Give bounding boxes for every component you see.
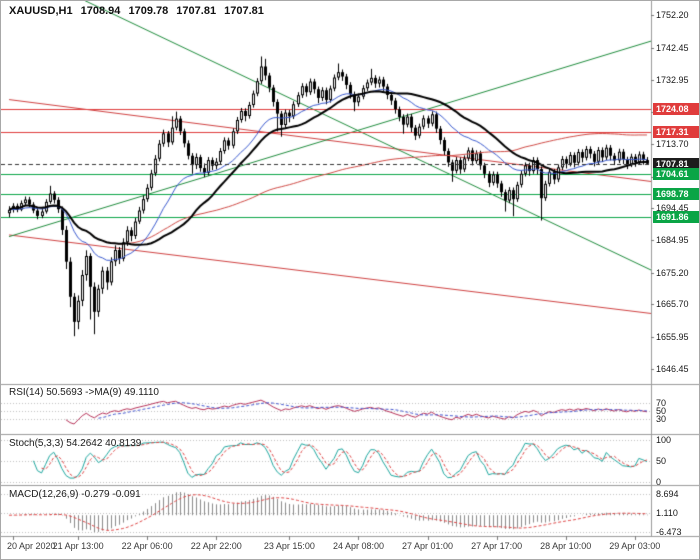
price-axis-label: 1655.95 bbox=[656, 332, 689, 343]
rsi-scale-label: 30 bbox=[656, 414, 667, 425]
time-axis-label: 23 Apr 15:00 bbox=[263, 541, 315, 551]
time-axis-label: 24 Apr 08:00 bbox=[332, 541, 384, 551]
price-axis-label: 1684.95 bbox=[656, 235, 689, 246]
time-axis-label: 28 Apr 10:00 bbox=[540, 541, 592, 551]
macd-scale-label: -6.473 bbox=[656, 527, 682, 537]
price-level-badge: 1704.61 bbox=[653, 168, 699, 181]
price-level-badge: 1717.31 bbox=[653, 125, 699, 138]
macd-scale-label: 8.694 bbox=[656, 489, 679, 499]
price-level-badge: 1698.78 bbox=[653, 187, 699, 200]
stoch-scale-label: 100 bbox=[656, 435, 672, 445]
price-axis-label: 1732.95 bbox=[656, 74, 689, 85]
time-axis-label: 22 Apr 06:00 bbox=[121, 541, 173, 551]
time-axis-label: 27 Apr 17:00 bbox=[471, 541, 523, 551]
macd-scale-label: 1.110 bbox=[656, 508, 678, 518]
rsi-scale-label: 70 bbox=[656, 397, 667, 408]
time-axis-label: 27 Apr 01:00 bbox=[402, 541, 454, 551]
open-value: 1708.94 bbox=[80, 5, 121, 17]
time-axis-label: 20 Apr 2020 bbox=[7, 541, 56, 551]
low-value: 1707.81 bbox=[176, 5, 217, 17]
price-level-badge: 1724.08 bbox=[653, 103, 699, 116]
price-axis-label: 1675.20 bbox=[656, 267, 689, 278]
stoch-scale-label: 0 bbox=[656, 477, 662, 487]
rsi-indicator-header: RSI(14) 50.5693 ->MA(9) 49.1110 bbox=[9, 387, 159, 398]
price-axis-label: 1752.20 bbox=[656, 10, 689, 21]
time-axis-label: 29 Apr 03:00 bbox=[609, 541, 661, 551]
price-axis-label: 1646.45 bbox=[656, 363, 689, 374]
high-value: 1709.78 bbox=[128, 5, 169, 17]
ohlc-header: XAUUSD,H1 1708.94 1709.78 1707.81 1707.8… bbox=[9, 5, 269, 17]
price-level-badge: 1707.81 bbox=[653, 157, 699, 170]
price-level-badge: 1691.86 bbox=[653, 211, 699, 224]
rsi-scale-label: 50 bbox=[656, 406, 667, 416]
time-axis-label: 22 Apr 22:00 bbox=[190, 541, 242, 551]
price-axis-label: 1665.70 bbox=[656, 299, 689, 310]
price-axis-label: 1713.70 bbox=[656, 139, 689, 150]
macd-indicator-header: MACD(12,26,9) -0.279 -0.091 bbox=[9, 489, 141, 500]
stoch-scale-label: 50 bbox=[656, 456, 667, 466]
stoch-indicator-header: Stoch(5,3,3) 54.2642 40.8139 bbox=[9, 438, 142, 449]
time-axis-label: 21 Apr 13:00 bbox=[52, 541, 104, 551]
price-axis-label: 1694.45 bbox=[656, 203, 689, 214]
close-value: 1707.81 bbox=[224, 5, 264, 17]
symbol-timeframe-label: XAUUSD,H1 bbox=[9, 5, 73, 17]
price-axis-label: 1742.45 bbox=[656, 42, 689, 53]
